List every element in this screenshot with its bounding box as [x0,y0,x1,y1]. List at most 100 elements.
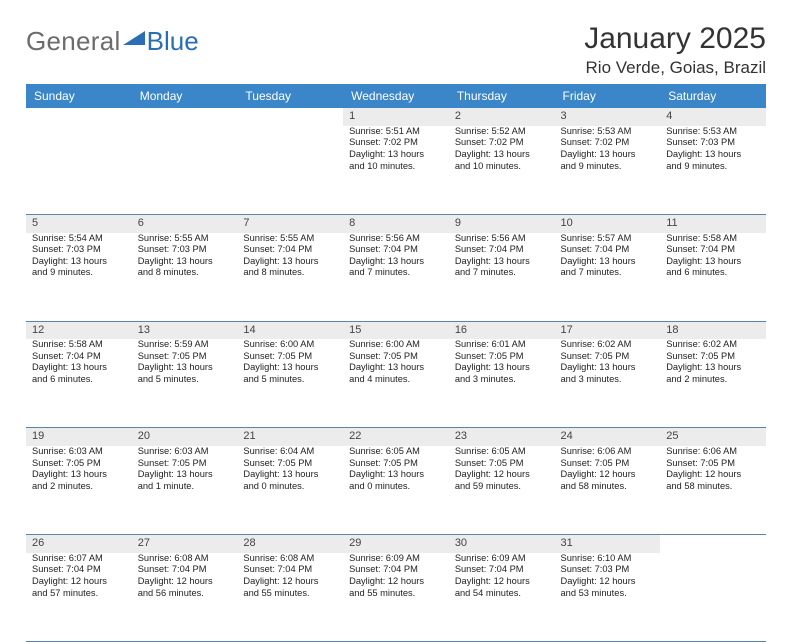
day-number: 18 [660,321,766,339]
day-info-line: Daylight: 13 hours [32,362,126,374]
day-number: 19 [26,428,132,446]
day-info-line: and 4 minutes. [349,374,443,386]
day-cell: Sunrise: 6:09 AMSunset: 7:04 PMDaylight:… [343,553,449,642]
day-cell: Sunrise: 5:55 AMSunset: 7:03 PMDaylight:… [132,233,238,322]
day-info-line: Sunrise: 5:54 AM [32,233,126,245]
day-info-line: Sunset: 7:05 PM [138,458,232,470]
weekday-header: Saturday [660,84,766,108]
day-info-line: and 8 minutes. [138,267,232,279]
day-number: 24 [555,428,661,446]
day-number: 3 [555,108,661,126]
day-info-line: Sunrise: 5:58 AM [32,339,126,351]
day-number: 14 [237,321,343,339]
day-info-line: and 9 minutes. [32,267,126,279]
day-info-line: Daylight: 13 hours [349,362,443,374]
day-info-line: Sunset: 7:04 PM [138,564,232,576]
day-info-line: Sunrise: 6:09 AM [349,553,443,565]
day-number: 20 [132,428,238,446]
day-number: 5 [26,214,132,232]
day-cell: Sunrise: 5:58 AMSunset: 7:04 PMDaylight:… [660,233,766,322]
brand-part1: General [26,26,121,57]
day-info-line: Daylight: 12 hours [455,576,549,588]
day-info-line: and 53 minutes. [561,588,655,600]
day-info-line: and 3 minutes. [455,374,549,386]
day-info-line: Daylight: 12 hours [666,469,760,481]
day-info-line: Daylight: 13 hours [138,256,232,268]
day-number [660,535,766,553]
day-number: 25 [660,428,766,446]
day-info-line: and 3 minutes. [561,374,655,386]
day-info-line: Sunrise: 6:08 AM [138,553,232,565]
day-info-line: Sunrise: 6:05 AM [455,446,549,458]
day-info-line: and 55 minutes. [243,588,337,600]
day-number: 12 [26,321,132,339]
week-row: Sunrise: 5:51 AMSunset: 7:02 PMDaylight:… [26,126,766,215]
day-cell: Sunrise: 6:07 AMSunset: 7:04 PMDaylight:… [26,553,132,642]
day-cell [660,553,766,642]
day-info-line: and 58 minutes. [561,481,655,493]
day-info-line: Sunrise: 5:53 AM [561,126,655,138]
day-info-line: Daylight: 13 hours [243,256,337,268]
weekday-header: Monday [132,84,238,108]
day-info-line: Daylight: 13 hours [561,256,655,268]
day-info-line: and 0 minutes. [349,481,443,493]
day-info-line: Sunset: 7:05 PM [138,351,232,363]
day-info-line: Sunset: 7:03 PM [138,244,232,256]
weekday-header: Thursday [449,84,555,108]
day-info-line: and 5 minutes. [138,374,232,386]
day-info-line: Sunrise: 6:04 AM [243,446,337,458]
day-info-line: Sunset: 7:04 PM [349,564,443,576]
day-info-line: Daylight: 13 hours [455,362,549,374]
day-number [237,108,343,126]
day-info-line: Daylight: 13 hours [138,362,232,374]
day-cell: Sunrise: 5:53 AMSunset: 7:03 PMDaylight:… [660,126,766,215]
day-info-line: Sunrise: 5:59 AM [138,339,232,351]
day-number: 13 [132,321,238,339]
day-info-line: Daylight: 13 hours [666,149,760,161]
day-info-line: Sunset: 7:05 PM [666,458,760,470]
day-info-line: Daylight: 13 hours [349,469,443,481]
day-cell: Sunrise: 6:04 AMSunset: 7:05 PMDaylight:… [237,446,343,535]
day-cell: Sunrise: 5:59 AMSunset: 7:05 PMDaylight:… [132,339,238,428]
weekday-header-row: SundayMondayTuesdayWednesdayThursdayFrid… [26,84,766,108]
day-cell: Sunrise: 5:56 AMSunset: 7:04 PMDaylight:… [449,233,555,322]
day-number: 22 [343,428,449,446]
calendar-table: SundayMondayTuesdayWednesdayThursdayFrid… [26,84,766,642]
day-cell: Sunrise: 5:52 AMSunset: 7:02 PMDaylight:… [449,126,555,215]
day-info-line: and 2 minutes. [666,374,760,386]
day-info-line: and 7 minutes. [455,267,549,279]
day-cell: Sunrise: 6:01 AMSunset: 7:05 PMDaylight:… [449,339,555,428]
day-cell: Sunrise: 5:54 AMSunset: 7:03 PMDaylight:… [26,233,132,322]
day-info-line: Sunset: 7:05 PM [349,351,443,363]
day-info-line: Daylight: 13 hours [349,149,443,161]
day-info-line: Sunset: 7:04 PM [243,564,337,576]
day-number: 27 [132,535,238,553]
weekday-header: Wednesday [343,84,449,108]
sail-icon [123,31,145,45]
day-info-line: Sunset: 7:04 PM [32,351,126,363]
day-info-line: Sunrise: 6:06 AM [666,446,760,458]
day-info-line: Daylight: 13 hours [32,469,126,481]
day-info-line: and 54 minutes. [455,588,549,600]
day-info-line: and 10 minutes. [455,161,549,173]
day-cell: Sunrise: 6:03 AMSunset: 7:05 PMDaylight:… [132,446,238,535]
day-info-line: Daylight: 13 hours [243,362,337,374]
day-cell [26,126,132,215]
day-cell: Sunrise: 5:57 AMSunset: 7:04 PMDaylight:… [555,233,661,322]
day-cell [237,126,343,215]
day-info-line: Sunrise: 5:53 AM [666,126,760,138]
day-info-line: Sunset: 7:05 PM [243,351,337,363]
day-info-line: Sunrise: 6:00 AM [243,339,337,351]
weekday-header: Friday [555,84,661,108]
day-info-line: Sunrise: 6:01 AM [455,339,549,351]
day-info-line: Sunset: 7:04 PM [455,244,549,256]
day-info-line: Sunset: 7:03 PM [561,564,655,576]
day-cell: Sunrise: 6:05 AMSunset: 7:05 PMDaylight:… [449,446,555,535]
day-cell: Sunrise: 6:09 AMSunset: 7:04 PMDaylight:… [449,553,555,642]
day-number: 8 [343,214,449,232]
day-cell: Sunrise: 5:51 AMSunset: 7:02 PMDaylight:… [343,126,449,215]
day-info-line: Sunrise: 6:09 AM [455,553,549,565]
day-number: 9 [449,214,555,232]
day-info-line: Sunset: 7:04 PM [561,244,655,256]
day-info-line: Daylight: 13 hours [666,256,760,268]
